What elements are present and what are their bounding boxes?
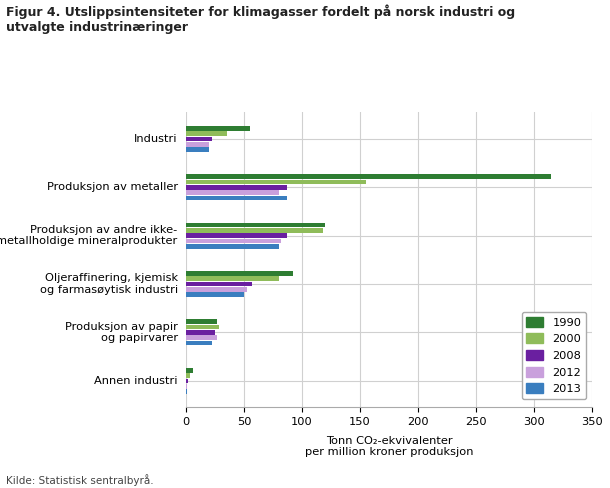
Bar bbox=[186, 223, 325, 227]
Bar bbox=[186, 137, 212, 141]
Bar bbox=[186, 335, 217, 340]
Bar bbox=[186, 126, 250, 131]
Bar bbox=[186, 180, 366, 184]
Bar bbox=[186, 379, 188, 383]
Bar bbox=[186, 276, 279, 281]
Bar bbox=[186, 373, 190, 378]
Bar bbox=[186, 131, 226, 136]
Bar bbox=[186, 190, 279, 195]
Bar bbox=[186, 330, 215, 335]
Bar bbox=[186, 174, 551, 179]
Legend: 1990, 2000, 2008, 2012, 2013: 1990, 2000, 2008, 2012, 2013 bbox=[522, 312, 586, 399]
Bar bbox=[186, 384, 187, 388]
Text: Kilde: Statistisk sentralbyrå.: Kilde: Statistisk sentralbyrå. bbox=[6, 474, 154, 486]
Bar bbox=[186, 147, 209, 152]
Text: Figur 4. Utslippsintensiteter for klimagasser fordelt på norsk industri og
utval: Figur 4. Utslippsintensiteter for klimag… bbox=[6, 5, 515, 35]
Bar bbox=[186, 271, 293, 276]
Bar bbox=[186, 185, 287, 190]
X-axis label: Tonn CO₂-ekvivalenter
per million kroner produksjon: Tonn CO₂-ekvivalenter per million kroner… bbox=[304, 435, 473, 457]
Bar bbox=[186, 282, 252, 286]
Bar bbox=[186, 292, 244, 297]
Bar bbox=[186, 389, 187, 394]
Bar bbox=[186, 341, 212, 346]
Bar bbox=[186, 228, 323, 233]
Bar bbox=[186, 325, 218, 329]
Bar bbox=[186, 368, 193, 372]
Bar bbox=[186, 233, 287, 238]
Bar bbox=[186, 196, 287, 200]
Bar bbox=[186, 320, 217, 324]
Bar bbox=[186, 239, 281, 244]
Bar bbox=[186, 142, 209, 146]
Bar bbox=[186, 244, 279, 249]
Bar bbox=[186, 287, 248, 292]
